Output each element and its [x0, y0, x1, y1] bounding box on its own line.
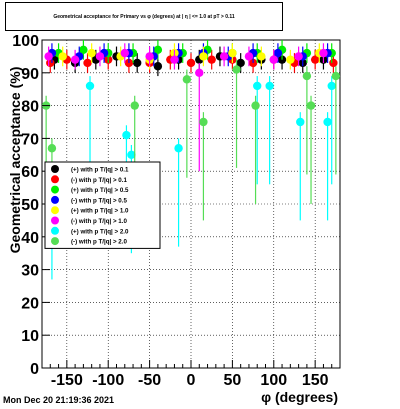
series-1 — [46, 49, 338, 73]
legend-label: (-) with p T/|q| > 0.1 — [71, 177, 127, 184]
legend-label: (-) with p T/|q| > 0.5 — [71, 197, 127, 204]
data-point — [232, 65, 241, 74]
legend-marker — [51, 195, 59, 204]
data-point — [329, 58, 338, 68]
data-point — [95, 52, 105, 61]
data-point — [153, 62, 163, 71]
data-point — [182, 75, 192, 84]
data-point — [174, 144, 183, 153]
x-tick-label: 150 — [302, 372, 329, 389]
data-point — [120, 48, 129, 58]
data-point — [306, 101, 316, 110]
legend-label: (+) with p T/|q| > 0.5 — [71, 187, 129, 194]
data-point — [228, 48, 237, 58]
x-tick-label: -150 — [51, 372, 83, 389]
chart-title: Geometrical acceptance for Primary vs φ … — [53, 13, 235, 20]
chart-title-box: Geometrical acceptance for Primary vs φ … — [5, 2, 283, 31]
data-point — [47, 144, 57, 153]
data-point — [269, 55, 278, 64]
data-point — [296, 117, 305, 127]
data-point — [286, 55, 295, 64]
x-tick-label: -100 — [92, 372, 124, 389]
y-tick-label: 100 — [12, 33, 39, 50]
data-point — [130, 101, 139, 110]
axes: 0 10 20 30 40 50 60 70 80 90 100 -150 -100 -50 0 50 100 1… — [12, 33, 341, 389]
data-point — [153, 45, 163, 55]
data-point — [127, 150, 136, 159]
data-point — [85, 81, 95, 91]
x-tick-label: -50 — [138, 372, 161, 389]
y-tick-label: 50 — [21, 197, 39, 214]
data-point — [199, 117, 208, 127]
data-point — [319, 48, 328, 58]
data-point — [219, 52, 229, 61]
y-tick-label: 20 — [21, 295, 39, 312]
data-point — [251, 101, 260, 110]
legend-label: (+) with p T/|q| > 1.0 — [71, 208, 129, 215]
data-point — [244, 52, 254, 61]
data-point — [186, 58, 196, 68]
data-point — [199, 52, 208, 61]
x-tick-label: 0 — [187, 372, 196, 389]
data-point — [253, 81, 262, 91]
data-point — [236, 58, 245, 68]
data-point — [331, 71, 341, 81]
data-point — [122, 130, 131, 140]
data-point — [70, 55, 80, 64]
y-tick-label: 90 — [21, 66, 39, 83]
y-tick-label: 70 — [21, 131, 39, 148]
data-point — [195, 68, 204, 78]
data-point — [207, 55, 216, 64]
y-tick-label: 80 — [21, 99, 39, 116]
y-tick-label: 60 — [21, 164, 39, 181]
data-point — [87, 48, 96, 58]
x-axis-label: φ (degrees) — [261, 389, 338, 405]
legend-label: (-) with p T/|q| > 2.0 — [71, 239, 127, 246]
legend-marker — [51, 175, 59, 184]
legend-marker — [51, 206, 59, 215]
y-tick-label: 40 — [21, 230, 39, 247]
data-point — [273, 48, 283, 58]
series-5 — [44, 43, 328, 172]
data-point — [265, 81, 274, 91]
y-tick-label: 10 — [21, 328, 39, 345]
legend-marker — [51, 216, 59, 225]
data-marks — [41, 40, 341, 280]
legend-marker — [51, 165, 59, 173]
data-point — [132, 58, 142, 68]
data-point — [79, 45, 88, 55]
data-point — [58, 52, 67, 61]
legend-label: (+) with p T/|q| > 0.1 — [71, 167, 129, 174]
legend-box — [44, 161, 161, 249]
data-point — [310, 55, 320, 64]
y-tick-label: 30 — [21, 263, 39, 280]
x-tick-label: 50 — [223, 372, 241, 389]
legend-marker — [51, 226, 59, 235]
data-point — [327, 81, 336, 91]
timestamp: Mon Dec 20 21:19:36 2021 — [3, 395, 115, 405]
y-tick-label: 0 — [30, 361, 39, 378]
data-point — [323, 117, 332, 127]
data-point — [294, 52, 303, 61]
data-point — [302, 71, 312, 81]
grid-lines — [42, 40, 340, 368]
data-point — [145, 52, 154, 61]
legend-label: (-) with p T/|q| > 1.0 — [71, 218, 127, 225]
legend-marker — [51, 237, 59, 246]
data-point — [44, 52, 53, 61]
legend: (+) with p T/|q| > 0.1 (-) with p T/|q| >… — [44, 161, 161, 249]
data-point — [257, 52, 266, 61]
data-point — [170, 55, 179, 64]
legend-marker — [51, 185, 59, 194]
y-axis-label: Geometrical acceptance (%) — [7, 67, 23, 254]
x-tick-label: 100 — [260, 372, 287, 389]
legend-label: (+) with p T/|q| > 2.0 — [71, 228, 129, 235]
data-point — [83, 58, 92, 68]
